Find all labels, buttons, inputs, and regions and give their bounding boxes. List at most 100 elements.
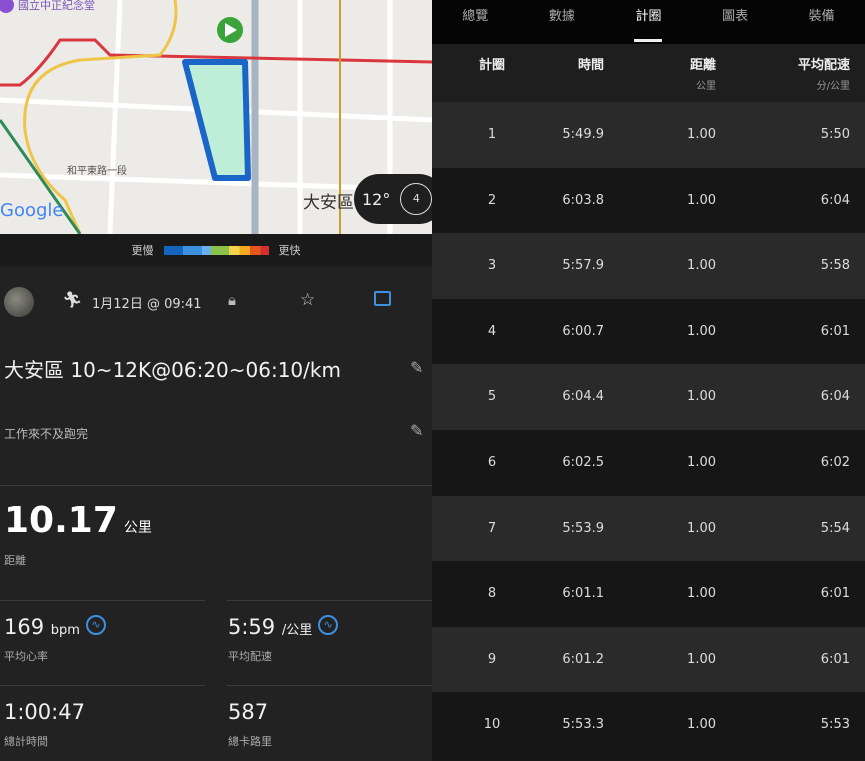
header-pace-label: 平均配速 [797, 58, 850, 73]
cell-pace: 6:01 [820, 586, 850, 602]
cell-distance: 1.00 [687, 651, 716, 667]
tab-bar: 總覽 數據 計圈 圖表 裝備 [432, 0, 865, 44]
tab-overview[interactable]: 總覽 [462, 9, 489, 24]
table-row[interactable]: 5 6:04.4 1.00 6:04 [432, 364, 865, 430]
header-distance: 距離 公里 [652, 54, 716, 92]
cell-pace: 5:58 [820, 258, 850, 274]
cell-time: 6:01.2 [562, 651, 604, 667]
cell-lap: 10 [483, 717, 501, 733]
distance-number: 10.17 [4, 500, 118, 541]
cell-lap: 7 [487, 520, 497, 536]
legend-slow: 更慢 [131, 244, 154, 257]
header-pace: 平均配速分/公里 [752, 54, 850, 92]
cell-time: 5:53.3 [562, 717, 604, 733]
temperature: 12° [362, 189, 391, 209]
divider [0, 685, 205, 686]
cell-distance: 1.00 [687, 520, 716, 536]
edit-note-icon[interactable]: ✎ [410, 421, 424, 440]
table-row[interactable]: 8 6:01.1 1.00 6:01 [432, 561, 865, 627]
cell-lap: 1 [487, 127, 497, 142]
table-row[interactable]: 10 5:53.3 1.00 5:53 [432, 692, 865, 758]
cell-pace: 6:01 [820, 323, 850, 339]
pace-label: 平均配速 [228, 650, 272, 663]
cell-distance: 1.00 [687, 586, 716, 602]
pace-legend: 更慢 更快 [0, 234, 432, 266]
table-row[interactable]: 4 6:00.7 1.00 6:01 [432, 298, 865, 365]
distance-label: 距離 [4, 554, 26, 567]
avatar[interactable] [4, 287, 34, 317]
star-icon[interactable]: ☆ [300, 290, 316, 310]
distance-unit: 公里 [123, 520, 152, 536]
cell-pace: 6:01 [820, 651, 850, 667]
legend-fast: 更快 [278, 244, 301, 257]
cell-time: 6:00.7 [562, 323, 604, 339]
cell-lap: 9 [487, 651, 497, 667]
cell-time: 6:02.5 [562, 454, 604, 470]
laps-table-header: 計圈 時間 距離 公里 平均配速 分/公里 [432, 44, 865, 102]
header-time: 時間 [577, 58, 604, 73]
laps-panel: 總覽 數據 計圈 圖表 裝備 計圈 時間 距離 公里 平均配速分/公里 1 5:49… [432, 0, 865, 761]
cell-distance: 1.00 [687, 323, 716, 339]
edit-title-icon[interactable]: ✎ [410, 358, 424, 377]
divider [226, 600, 432, 601]
total-time-value: 1:00:47 [4, 700, 85, 724]
table-row[interactable]: 1 5:49.9 1.00 5:50 [432, 102, 865, 168]
pace-gradient [163, 245, 269, 255]
header-pace-unit: 分/公里 [816, 81, 850, 92]
cell-pace: 5:50 [820, 127, 850, 142]
calories-value: 587 [228, 700, 269, 724]
total-time-label: 總計時間 [4, 735, 48, 748]
table-row[interactable]: 6 6:02.5 1.00 6:02 [432, 429, 865, 496]
heart-rate-chart-icon[interactable]: ∿ [85, 615, 106, 635]
route-map[interactable]: 國立中正紀念堂 和平東路一段 Google 大安區 12° 4 [0, 0, 432, 234]
table-row[interactable]: 2 6:03.8 1.00 6:04 [432, 167, 865, 234]
add-photo-icon[interactable] [374, 291, 391, 306]
tab-stats[interactable]: 數據 [548, 9, 575, 24]
calories-label: 總卡路里 [228, 735, 272, 748]
cell-distance: 1.00 [687, 717, 716, 733]
cell-pace: 5:54 [820, 520, 850, 536]
cell-lap: 4 [487, 323, 497, 339]
cell-pace: 5:53 [820, 717, 850, 733]
pace-chart-icon[interactable]: ∿ [318, 615, 339, 635]
tab-laps[interactable]: 計圈 [605, 0, 692, 44]
cell-lap: 8 [487, 586, 497, 602]
cell-lap: 3 [487, 258, 497, 274]
pace-unit: /公里 [281, 623, 313, 638]
table-row[interactable]: 7 5:53.9 1.00 5:54 [432, 495, 865, 562]
cell-time: 5:53.9 [562, 520, 604, 536]
tab-charts[interactable]: 圖表 [722, 9, 749, 24]
header-distance-label: 距離 [689, 58, 716, 73]
hr-number: 169 [4, 615, 45, 639]
cell-time: 5:57.9 [562, 258, 604, 274]
cell-time: 6:04.4 [562, 389, 604, 405]
cell-distance: 1.00 [687, 192, 716, 208]
cell-pace: 6:04 [820, 192, 850, 208]
google-logo: Google [0, 200, 64, 221]
divider [0, 600, 205, 601]
divider [226, 685, 432, 686]
compass-icon[interactable]: 4 [400, 183, 432, 215]
cell-lap: 2 [487, 192, 497, 208]
heart-rate-value: 169 bpm ∿ [4, 615, 106, 639]
district-label: 大安區 [303, 193, 354, 213]
cell-distance: 1.00 [687, 389, 716, 405]
cell-distance: 1.00 [687, 258, 716, 274]
heart-rate-label: 平均心率 [4, 650, 48, 663]
activity-title: 大安區 10~12K@06:20~06:10/km [4, 358, 341, 382]
cell-pace: 6:04 [820, 389, 850, 405]
cell-distance: 1.00 [687, 127, 716, 142]
pace-value: 5:59 /公里 ∿ [228, 615, 339, 639]
table-row[interactable]: 3 5:57.9 1.00 5:58 [432, 233, 865, 299]
activity-panel: 國立中正紀念堂 和平東路一段 Google 大安區 12° 4 更慢 更快 🏃︎… [0, 0, 432, 761]
cell-time: 5:49.9 [562, 127, 604, 142]
lock-icon[interactable]: 🔒︎ [228, 291, 236, 309]
weather-badge[interactable]: 12° 4 [354, 174, 432, 224]
tab-gear[interactable]: 裝備 [808, 9, 835, 24]
cell-pace: 6:02 [820, 454, 850, 470]
cell-time: 6:03.8 [562, 192, 604, 208]
table-row[interactable]: 9 6:01.2 1.00 6:01 [432, 626, 865, 693]
hr-unit: bpm [50, 623, 80, 638]
cell-lap: 5 [487, 389, 497, 405]
laps-table-body: 1 5:49.9 1.00 5:50 2 6:03.8 1.00 6:04 3 5:57.9 1.0… [432, 102, 865, 758]
